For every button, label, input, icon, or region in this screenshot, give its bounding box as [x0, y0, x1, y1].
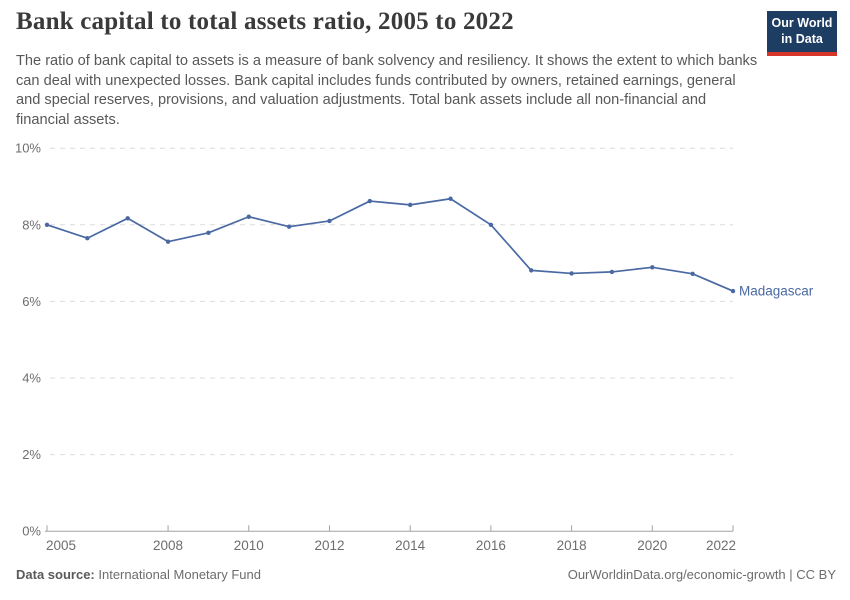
x-axis-labels: 2005 2008 2010 2012 2014 2016 2018 2020 2022	[46, 538, 736, 553]
series-line-madagascar	[46, 197, 734, 292]
y-tick-label: 0%	[22, 524, 41, 539]
data-point	[125, 216, 130, 221]
data-point	[529, 268, 534, 273]
x-tick-label: 2018	[557, 538, 587, 553]
data-point	[448, 196, 453, 201]
y-tick-label: 8%	[22, 217, 41, 232]
x-tick-label: 2012	[314, 538, 344, 553]
data-source-value: International Monetary Fund	[98, 567, 261, 582]
data-point	[85, 236, 90, 241]
data-point	[206, 230, 211, 236]
data-point	[367, 198, 373, 204]
data-point	[286, 224, 292, 229]
data-point	[569, 271, 574, 276]
data-point	[165, 239, 171, 244]
data-point	[44, 222, 50, 227]
chart-footer: Data source: International Monetary Fund…	[16, 567, 836, 582]
data-source-label: Data source:	[16, 567, 95, 582]
y-tick-label: 4%	[22, 371, 41, 386]
owid-logo-line1: Our World	[771, 16, 833, 30]
data-point	[488, 222, 494, 227]
data-source: Data source: International Monetary Fund	[16, 567, 261, 582]
x-axis-ticks	[46, 525, 734, 532]
data-point	[690, 271, 695, 277]
attribution: OurWorldinData.org/economic-growth | CC …	[567, 567, 836, 582]
y-tick-label: 10%	[15, 141, 41, 156]
data-point	[730, 288, 736, 294]
data-point	[650, 265, 655, 270]
data-point	[246, 214, 251, 219]
owid-logo-line2: in Data	[781, 32, 823, 47]
chart-subtitle: The ratio of bank capital to assets is a…	[16, 53, 758, 128]
y-tick-label: 2%	[22, 447, 41, 462]
x-tick-label: 2008	[153, 538, 183, 553]
x-tick-label: 2005	[46, 538, 76, 553]
y-tick-label: 6%	[22, 294, 41, 309]
x-tick-label: 2022	[706, 538, 736, 553]
x-tick-label: 2010	[234, 538, 264, 553]
line-chart: 0% 2% 4% 6% 8% 10% 2005 2008 2010 2012 2014 2016 201…	[15, 141, 814, 554]
y-gridlines	[45, 147, 733, 532]
x-tick-label: 2016	[476, 538, 506, 553]
data-point	[327, 218, 332, 224]
series-points-madagascar	[44, 196, 736, 294]
x-tick-label: 2014	[395, 538, 426, 553]
series-label-madagascar: Madagascar	[739, 284, 814, 299]
page-title: Bank capital to total assets ratio, 2005…	[16, 8, 514, 35]
data-point	[609, 269, 615, 275]
x-tick-label: 2020	[637, 538, 667, 553]
data-point	[407, 202, 413, 208]
y-axis-labels: 0% 2% 4% 6% 8% 10%	[15, 141, 41, 539]
owid-logo: Our World in Data	[767, 11, 837, 56]
